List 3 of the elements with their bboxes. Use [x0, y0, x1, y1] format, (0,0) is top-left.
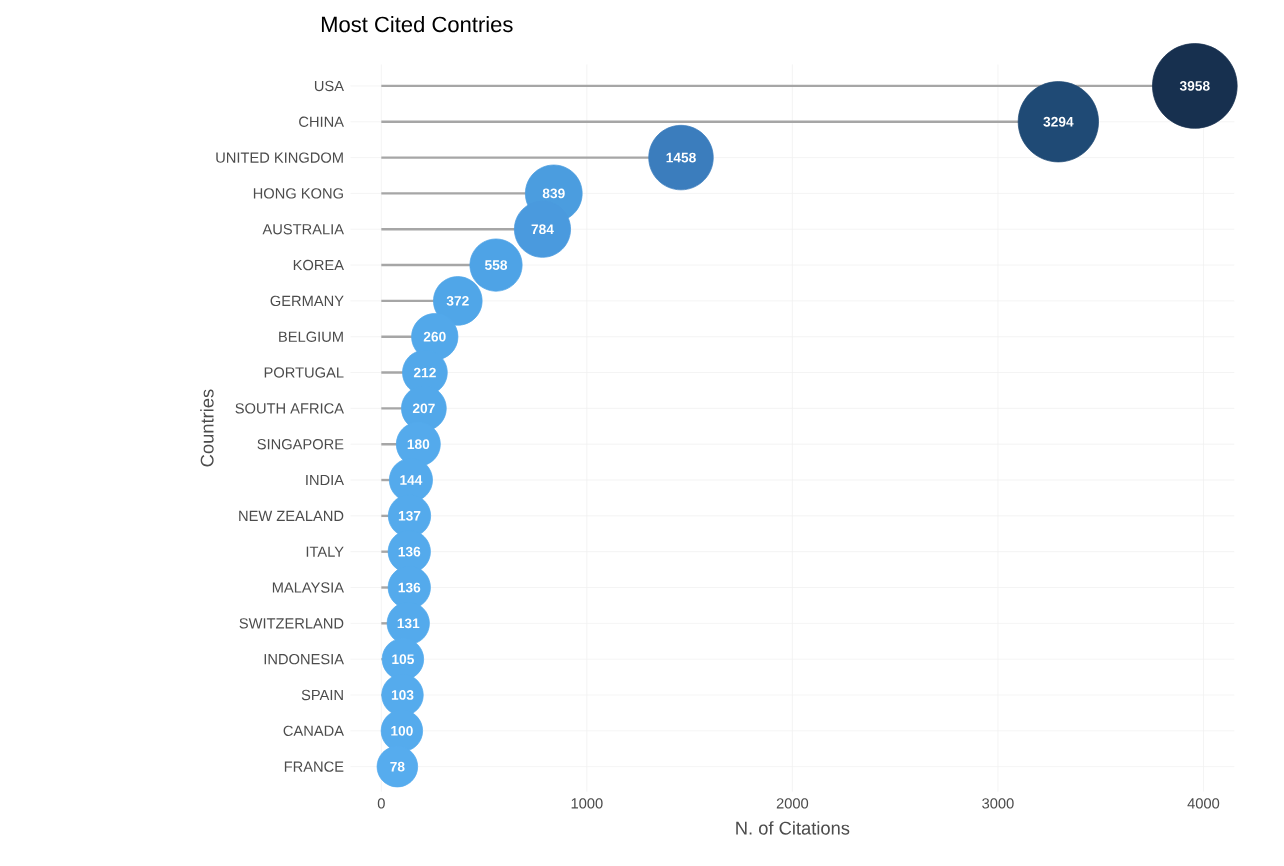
x-axis-title: N. of Citations [736, 821, 850, 835]
y-axis-title: Countries [200, 389, 214, 467]
chart-title: Most Cited Contries [321, 16, 513, 33]
